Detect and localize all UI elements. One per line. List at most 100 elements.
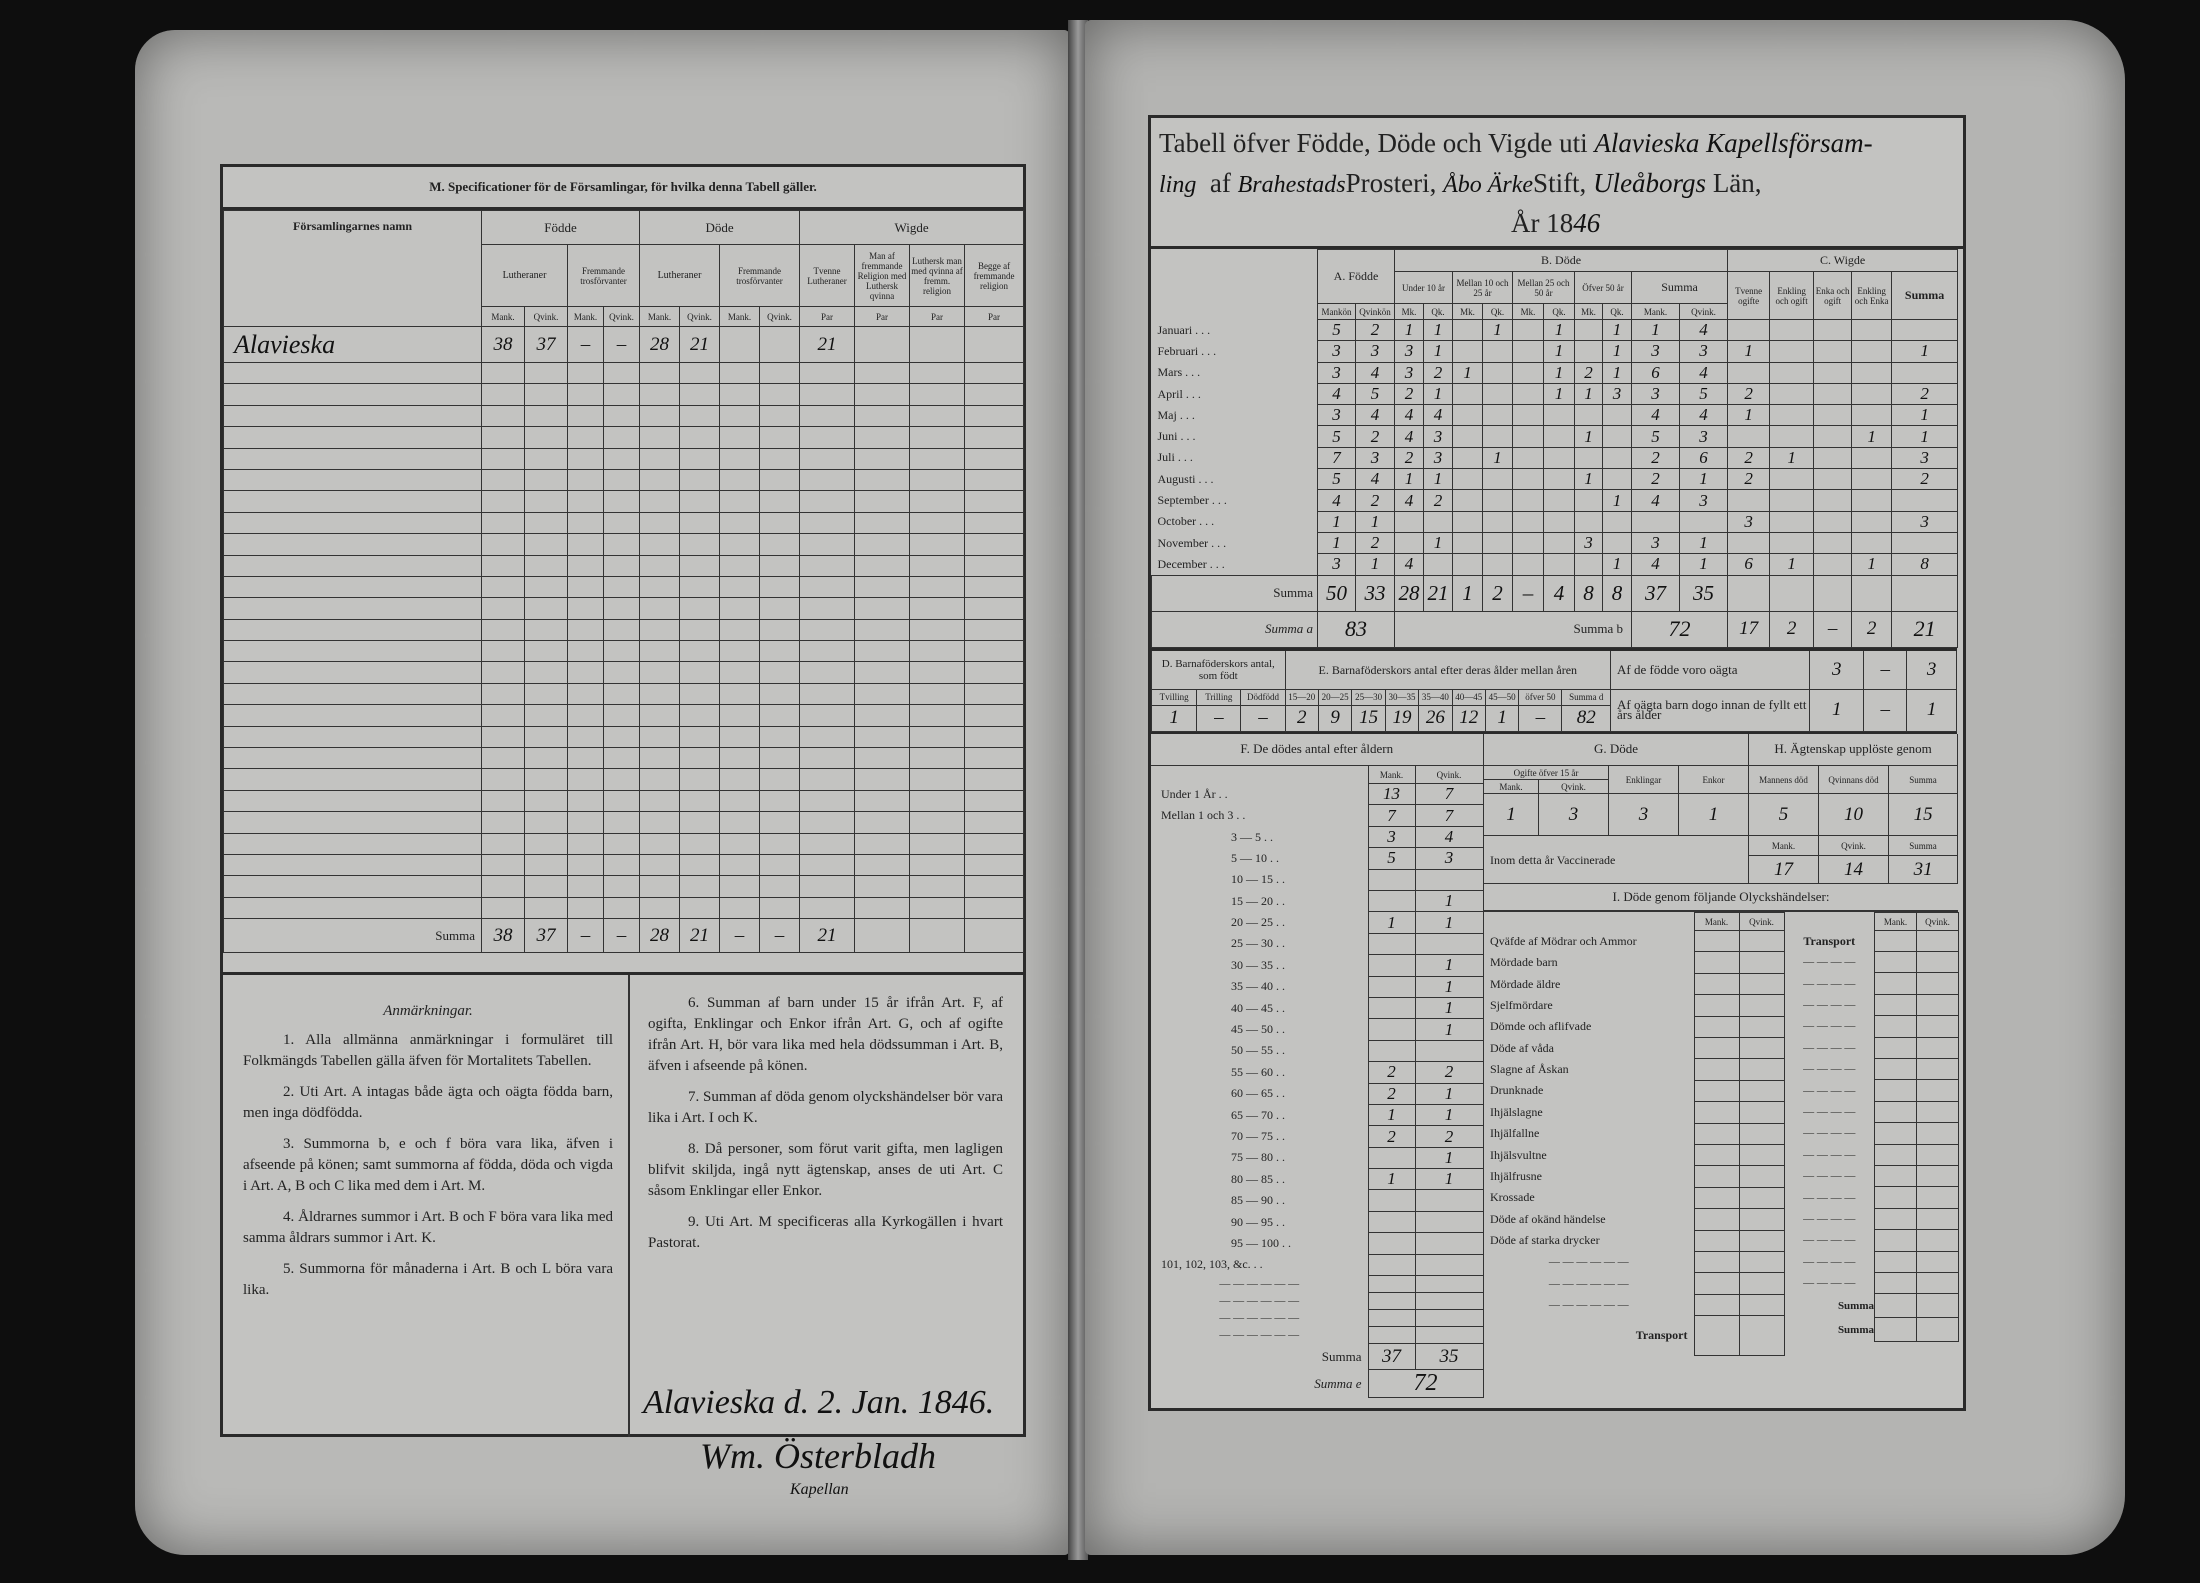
death-cell [1543, 489, 1576, 512]
h-b-summa: Summa [1631, 271, 1729, 304]
empty-cell [481, 361, 525, 385]
empty-cell [964, 704, 1025, 727]
empty-cell [524, 682, 568, 706]
empty-cell [964, 875, 1025, 898]
empty-cell [909, 575, 966, 599]
empty-cell [567, 404, 604, 428]
empty-cell [524, 789, 568, 813]
empty-cell [567, 361, 604, 385]
empty-cell [1916, 1100, 1959, 1124]
age-mank [1367, 1039, 1416, 1063]
death-cell: 1 [1574, 382, 1604, 406]
empty-cell [603, 768, 640, 791]
death-cell [1423, 510, 1454, 533]
month-label: September . . . [1151, 489, 1318, 512]
vacc-h-qvink: Qvink. [1818, 835, 1890, 857]
born-cell: 4 [1354, 404, 1396, 427]
empty-cell [909, 426, 966, 449]
empty-cell [1367, 1326, 1416, 1345]
col-dode: Döde [638, 210, 801, 245]
county-name: Uleåborgs [1593, 168, 1707, 198]
empty-cell [909, 533, 966, 556]
empty-cell [799, 811, 856, 834]
d-col-header: Trilling [1196, 688, 1242, 706]
age-label: 85 — 90 . . [1231, 1193, 1285, 1208]
de-table: D. Barnaföderskors antal, som födt E. Ba… [1150, 647, 1957, 732]
empty-cell [719, 896, 760, 920]
empty-cell [1414, 1275, 1484, 1294]
empty-cell [603, 468, 640, 492]
born-cell: 3 [1354, 446, 1396, 470]
year-print: 18 [1546, 208, 1574, 238]
death-cell: 2 [1631, 468, 1681, 491]
i-summa-2: Summa [1837, 1323, 1874, 1336]
age-qvink [1414, 1189, 1484, 1212]
summa-cell [1769, 574, 1815, 612]
empty-cell [799, 575, 856, 599]
age-label: 50 — 55 . . [1231, 1043, 1285, 1058]
empty-cell [639, 853, 680, 877]
empty-cell [758, 383, 801, 406]
empty-cell [481, 404, 525, 428]
empty-cell [854, 768, 911, 791]
empty-row [223, 768, 1025, 791]
dash-line: — — — — [1803, 1041, 1856, 1054]
h-qvinnans-dod: Qvinnans död [1818, 765, 1890, 795]
empty-row [223, 361, 1025, 385]
e-value: 1 [1484, 704, 1520, 732]
age-mank [1367, 1189, 1416, 1212]
empty-cell [758, 426, 801, 449]
marriage-cell [1727, 425, 1771, 448]
h-summa-value: 15 [1888, 793, 1959, 837]
empty-cell [909, 853, 966, 877]
accident-row: Slagne af Åskan [1484, 1058, 1785, 1081]
marriage-cell: 2 [1891, 468, 1959, 491]
h-mank: Mank. [481, 306, 525, 327]
empty-cell [567, 768, 604, 791]
empty-cell [679, 661, 720, 684]
death-cell [1452, 531, 1484, 555]
empty-row [223, 490, 1025, 513]
dash-line: — — — — [1803, 1277, 1856, 1290]
section-f: F. De dödes antal efter åldern Mank. Qvi… [1151, 733, 1484, 1399]
empty-cell [481, 768, 525, 791]
marriage-cell: 1 [1891, 340, 1959, 363]
empty-cell [964, 853, 1025, 877]
death-cell [1512, 382, 1545, 406]
empty-cell [639, 832, 680, 855]
age-mank [1367, 868, 1416, 892]
death-cell: 4 [1631, 553, 1681, 576]
death-cell [1452, 468, 1484, 491]
empty-cell [909, 361, 966, 385]
summa-cell: 28 [639, 918, 680, 954]
e-value: 15 [1351, 704, 1386, 732]
accident-qvink [1738, 1229, 1785, 1252]
month-label: October . . . [1151, 511, 1318, 533]
death-cell [1452, 425, 1484, 448]
empty-cell [223, 597, 482, 620]
empty-cell [603, 383, 640, 406]
month-label: Mars . . . [1151, 362, 1318, 384]
empty-cell [567, 511, 604, 535]
empty-cell [758, 704, 801, 727]
empty-row [223, 575, 1025, 599]
empty-cell [799, 768, 856, 791]
accident-label: Qväfde af Mödrar och Ammor [1490, 933, 1637, 948]
note-8: 8. Då personer, som förut varit gifta, m… [648, 1141, 1003, 1199]
empty-cell [481, 661, 525, 684]
death-cell [1543, 510, 1576, 533]
accident-row: Mördade barn [1484, 951, 1785, 974]
empty-cell [854, 853, 911, 877]
transport-row: — — — — [1785, 1079, 1959, 1102]
born-cell: 1 [1354, 553, 1396, 576]
accident-qvink [1738, 1165, 1785, 1188]
vacc-h-summa: Summa [1888, 835, 1959, 857]
notes-col-2: 6. Summan af barn under 15 år ifrån Art.… [648, 993, 1003, 1264]
death-cell: 1 [1543, 382, 1576, 406]
